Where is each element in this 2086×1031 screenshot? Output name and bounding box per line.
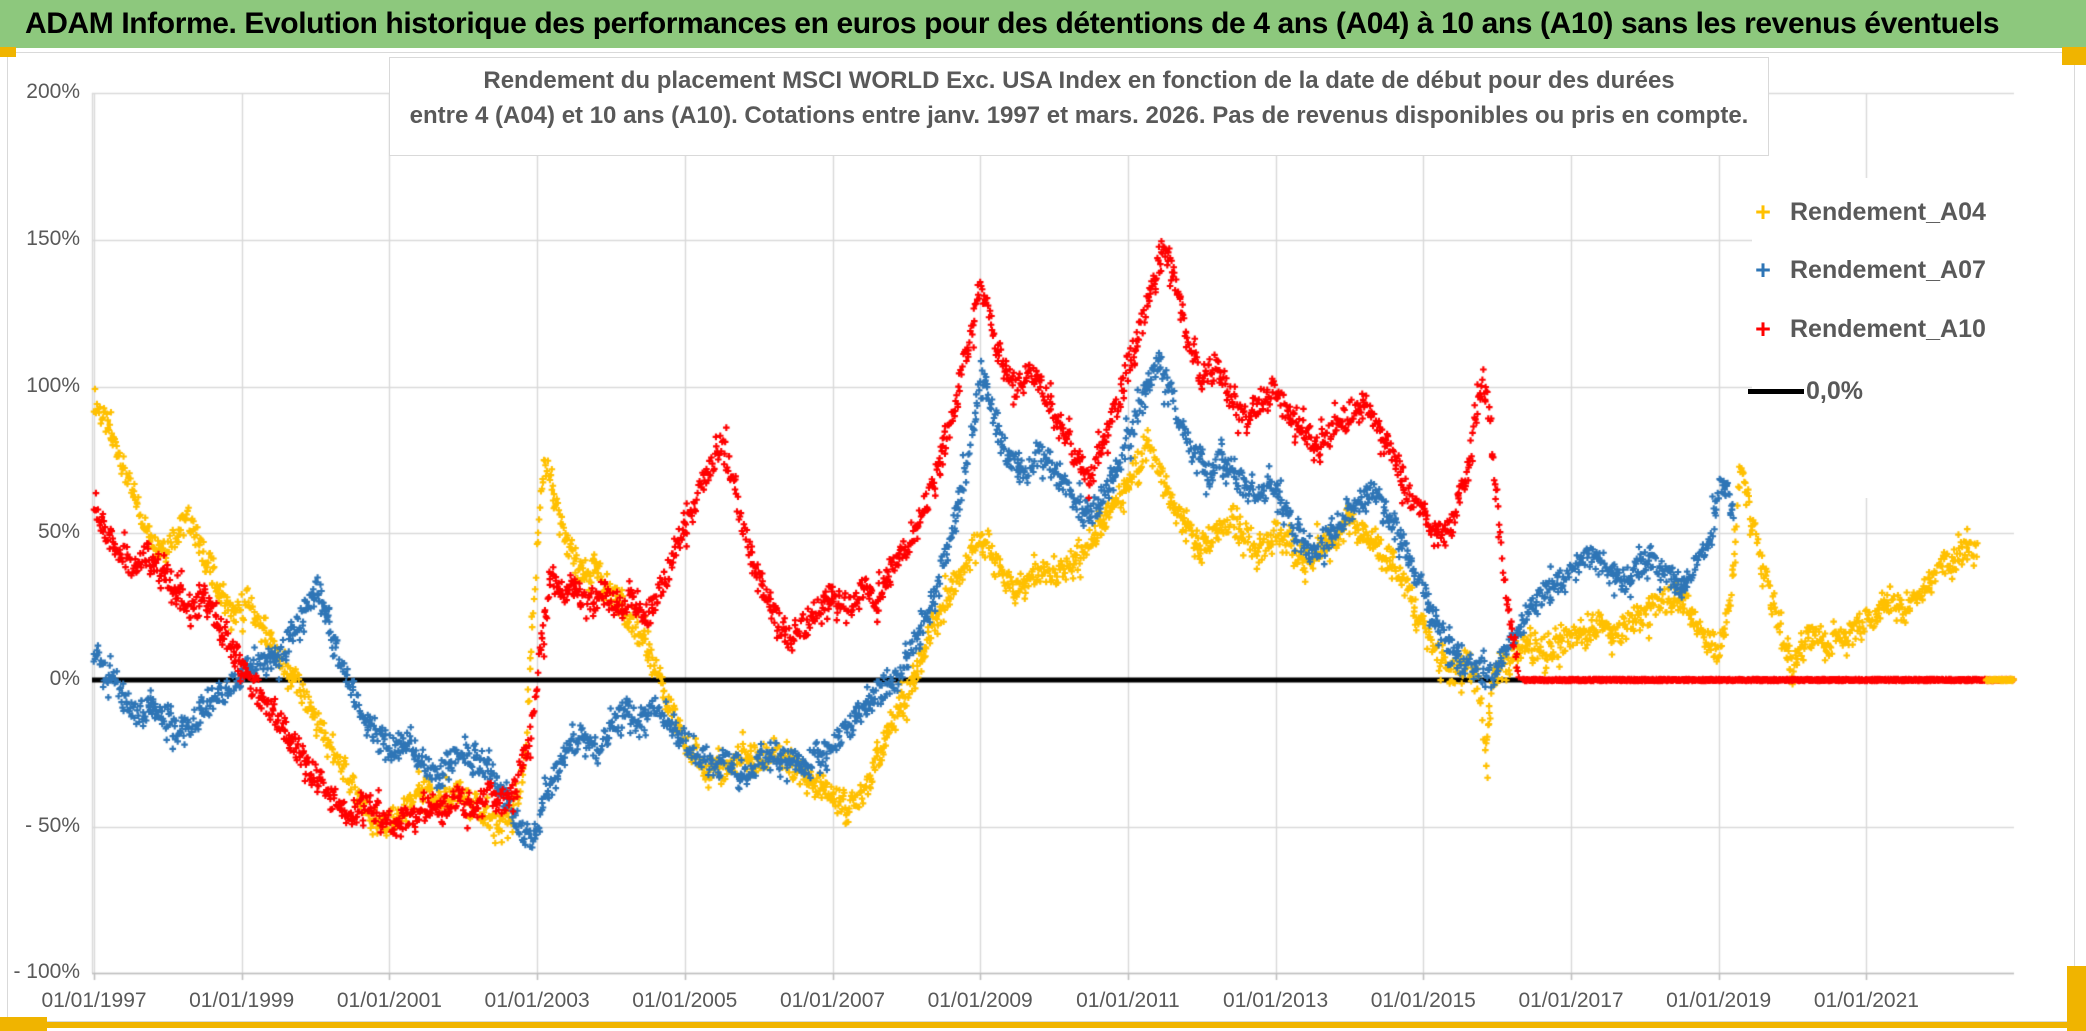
x-axis-tick-label: 01/01/2019: [1666, 989, 1772, 1012]
x-axis-tick-label: 01/01/2017: [1518, 989, 1624, 1012]
y-axis-tick-label: 150%: [26, 227, 80, 250]
legend-item-a07: + Rendement_A07: [1748, 254, 1986, 286]
header-title: ADAM Informe. Evolution historique des p…: [25, 7, 2000, 40]
y-axis-tick-label: - 100%: [13, 960, 80, 984]
legend-item-zero-line: 0,0%: [1748, 375, 1863, 407]
x-axis-tick-label: 01/01/2005: [632, 989, 738, 1012]
y-axis-tick-label: - 50%: [25, 813, 80, 837]
legend-label-a10: Rendement_A10: [1790, 314, 1986, 343]
header-banner: ADAM Informe. Evolution historique des p…: [0, 0, 2086, 48]
plus-marker-icon: +: [1755, 197, 1771, 227]
legend-background: [1752, 178, 2074, 498]
chart-title-line2: entre 4 (A04) et 10 ans (A10). Cotations…: [409, 102, 1749, 129]
legend-label-zero: 0,0%: [1806, 376, 1863, 405]
selection-border-bottom: [0, 1022, 2086, 1028]
x-axis-tick-label: 01/01/1999: [189, 989, 295, 1012]
legend-label-a04: Rendement_A04: [1790, 197, 1986, 226]
selection-handle-top-left: [0, 47, 16, 57]
chart-title-line1: Rendement du placement MSCI WORLD Exc. U…: [483, 67, 1675, 94]
x-axis-tick-label: 01/01/2009: [927, 989, 1033, 1012]
y-axis-tick-label: 100%: [26, 373, 80, 397]
y-axis-tick-label: 50%: [37, 520, 80, 544]
plus-marker-icon: +: [1755, 255, 1771, 285]
x-axis-tick-label: 01/01/2011: [1076, 989, 1180, 1012]
x-axis-tick-label: 01/01/2003: [484, 989, 590, 1012]
x-axis-tick-label: 01/01/1997: [41, 989, 147, 1012]
x-axis-tick-label: 01/01/2015: [1370, 989, 1476, 1012]
selection-handle-bottom-right: [2067, 966, 2086, 1031]
x-axis-tick-label: 01/01/2007: [779, 989, 886, 1012]
x-axis-tick-label: 01/01/2013: [1223, 989, 1329, 1012]
zero-line-icon: [1748, 388, 1804, 394]
legend-item-a04: + Rendement_A04: [1748, 196, 1986, 228]
x-axis-tick-label: 01/01/2021: [1813, 989, 1919, 1012]
y-axis-tick-label: 0%: [49, 667, 80, 690]
y-axis-tick-label: 200%: [26, 80, 80, 104]
selection-handle-top-right: [2062, 47, 2086, 65]
legend-label-a07: Rendement_A07: [1790, 255, 1986, 284]
legend-item-a10: + Rendement_A10: [1748, 313, 1986, 345]
x-axis-tick-label: 01/01/2001: [336, 989, 442, 1012]
chart-title-box: Rendement du placement MSCI WORLD Exc. U…: [389, 57, 1769, 156]
plus-marker-icon: +: [1755, 314, 1771, 344]
